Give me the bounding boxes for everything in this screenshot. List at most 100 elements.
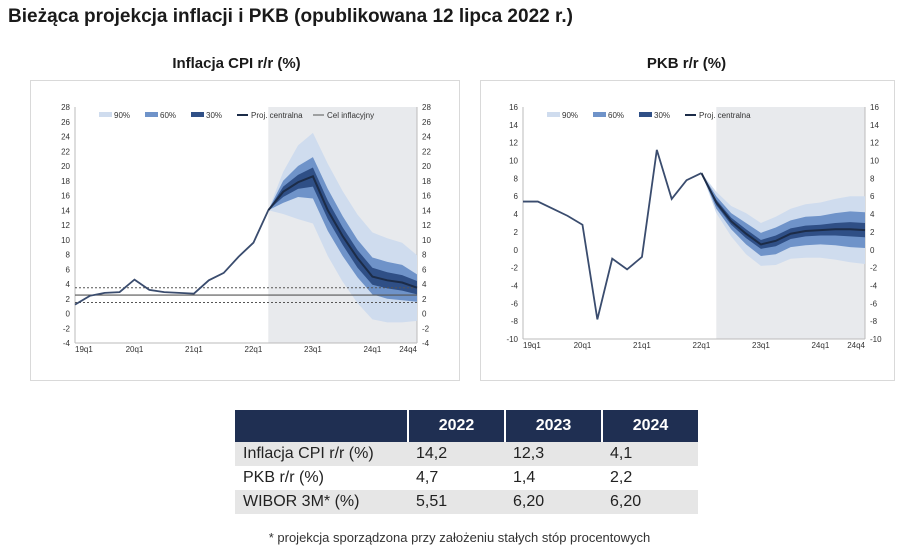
gdp-y-tick-label: -10 bbox=[506, 335, 518, 344]
gdp-x-tick-label: 21q1 bbox=[633, 341, 651, 350]
gdp-y-tick-label-right: 16 bbox=[870, 103, 879, 112]
gdp-y-tick-label: -8 bbox=[511, 317, 519, 326]
inflation-y-tick-label: 10 bbox=[61, 236, 70, 245]
gdp-y-tick-label-right: -4 bbox=[870, 281, 878, 290]
inflation-y-tick-label-right: 26 bbox=[422, 118, 431, 127]
gdp-y-tick-label-right: -6 bbox=[870, 299, 878, 308]
inflation-legend-swatch bbox=[145, 112, 158, 117]
projection-table: 2022 2023 2024 Inflacja CPI r/r (%) 14,2… bbox=[235, 410, 698, 514]
inflation-y-tick-label: 28 bbox=[61, 103, 70, 112]
table-cell: 1,4 bbox=[513, 469, 536, 486]
row-label: WIBOR 3M* (%) bbox=[235, 490, 408, 514]
inflation-legend-label: 60% bbox=[160, 111, 176, 120]
gdp-x-tick-label: 19q1 bbox=[523, 341, 541, 350]
inflation-x-tick-label: 22q1 bbox=[245, 345, 263, 354]
inflation-y-tick-label-right: 22 bbox=[422, 147, 431, 156]
gdp-y-tick-label: 2 bbox=[514, 228, 519, 237]
inflation-y-tick-label-right: 6 bbox=[422, 265, 427, 274]
inflation-band-30 bbox=[268, 167, 417, 295]
inflation-y-tick-label: 26 bbox=[61, 118, 70, 127]
gdp-y-tick-label-right: -2 bbox=[870, 264, 878, 273]
gdp-legend-label: 90% bbox=[562, 111, 578, 120]
page-title: Bieżąca projekcja inflacji i PKB (opubli… bbox=[8, 6, 573, 27]
inflation-x-tick-label: 23q1 bbox=[304, 345, 322, 354]
inflation-y-tick-label: -2 bbox=[63, 324, 71, 333]
inflation-history-line bbox=[74, 209, 270, 306]
gdp-y-tick-label: 4 bbox=[514, 210, 519, 219]
table-header-year: 2022 bbox=[408, 410, 506, 442]
gdp-x-tick-label: 20q1 bbox=[574, 341, 592, 350]
gdp-y-tick-label: 14 bbox=[509, 121, 518, 130]
table-cell: 6,20 bbox=[602, 490, 698, 514]
inflation-chart-panel: 28 28 26 26 24 24 22 22 20 20 18 18 16 16 14 14 12 12 10 10… bbox=[30, 80, 460, 381]
inflation-x-tick-label: 21q1 bbox=[185, 345, 203, 354]
inflation-y-tick-label-right: -4 bbox=[422, 339, 430, 348]
inflation-y-tick-label: 14 bbox=[61, 206, 70, 215]
table-row: PKB r/r (%) 4,7 1,4 2,2 bbox=[235, 466, 698, 490]
footnote: * projekcja sporządzona przy założeniu s… bbox=[268, 530, 651, 545]
gdp-y-tick-label: -4 bbox=[511, 281, 519, 290]
inflation-y-tick-label: 8 bbox=[66, 251, 71, 260]
table-cell: 12,3 bbox=[505, 442, 602, 466]
table-cell: 2,2 bbox=[610, 469, 633, 486]
inflation-legend-label: Proj. centralna bbox=[251, 111, 303, 120]
gdp-chart: 16 16 14 14 12 12 10 10 8 8 6 6 4 4 2 2 0 0 -2 -2 -4 -4 -6 -6 -8… bbox=[506, 103, 882, 350]
gdp-central-projection-line bbox=[700, 172, 866, 246]
inflation-x-tick-label: 24q4 bbox=[399, 345, 417, 354]
inflation-y-tick-label: 4 bbox=[66, 280, 71, 289]
inflation-legend-swatch bbox=[191, 112, 204, 117]
inflation-y-tick-label-right: 16 bbox=[422, 192, 431, 201]
inflation-y-tick-label: 16 bbox=[61, 192, 70, 201]
gdp-y-tick-label-right: 12 bbox=[870, 139, 879, 148]
table-row: WIBOR 3M* (%) 5,51 6,20 6,20 bbox=[235, 490, 698, 514]
gdp-legend-label: 30% bbox=[654, 111, 670, 120]
inflation-y-tick-label-right: 18 bbox=[422, 177, 431, 186]
gdp-y-tick-label-right: 14 bbox=[870, 121, 879, 130]
inflation-y-tick-label: 2 bbox=[66, 295, 71, 304]
row-label: Inflacja CPI r/r (%) bbox=[235, 442, 408, 466]
gdp-y-tick-label-right: 4 bbox=[870, 210, 875, 219]
gdp-y-tick-label: 0 bbox=[514, 246, 519, 255]
inflation-legend-swatch bbox=[99, 112, 112, 117]
inflation-y-tick-label-right: 28 bbox=[422, 103, 431, 112]
gdp-y-tick-label: 6 bbox=[514, 192, 519, 201]
inflation-legend-label: Cel inflacyjny bbox=[327, 111, 374, 120]
inflation-y-tick-label-right: 24 bbox=[422, 133, 431, 142]
chart-title-inflation: Inflacja CPI r/r (%) bbox=[172, 55, 301, 72]
gdp-x-tick-label: 24q4 bbox=[847, 341, 865, 350]
table-cell: 14,2 bbox=[408, 442, 505, 466]
gdp-x-tick-label: 23q1 bbox=[752, 341, 770, 350]
inflation-y-tick-label-right: 14 bbox=[422, 206, 431, 215]
table-row: Inflacja CPI r/r (%) 14,2 12,3 4,1 bbox=[235, 442, 698, 466]
inflation-y-tick-label-right: 0 bbox=[422, 310, 427, 319]
gdp-y-tick-label-right: 2 bbox=[870, 228, 875, 237]
table-cell: 5,51 bbox=[408, 490, 505, 514]
gdp-legend-label: 60% bbox=[608, 111, 624, 120]
inflation-legend-label: 30% bbox=[206, 111, 222, 120]
inflation-x-tick-label: 19q1 bbox=[75, 345, 93, 354]
gdp-y-tick-label: 8 bbox=[514, 174, 519, 183]
inflation-y-tick-label-right: -2 bbox=[422, 324, 430, 333]
gdp-legend-label: Proj. centralna bbox=[699, 111, 751, 120]
table-cell: 4,7 bbox=[416, 469, 439, 486]
inflation-y-tick-label: 6 bbox=[66, 265, 71, 274]
gdp-y-tick-label-right: -10 bbox=[870, 335, 882, 344]
gdp-history-line bbox=[523, 149, 702, 320]
gdp-y-tick-label: -2 bbox=[511, 264, 519, 273]
table-header-empty bbox=[235, 410, 409, 442]
inflation-y-tick-label-right: 8 bbox=[422, 251, 427, 260]
inflation-y-tick-label-right: 20 bbox=[422, 162, 431, 171]
gdp-legend-swatch bbox=[639, 112, 652, 117]
inflation-y-tick-label-right: 12 bbox=[422, 221, 431, 230]
inflation-y-tick-label: 12 bbox=[61, 221, 70, 230]
inflation-y-tick-label: 22 bbox=[61, 147, 70, 156]
inflation-y-tick-label: 24 bbox=[61, 133, 70, 142]
gdp-y-tick-label-right: 6 bbox=[870, 192, 875, 201]
gdp-y-tick-label: 12 bbox=[509, 139, 518, 148]
gdp-chart-panel: 16 16 14 14 12 12 10 10 8 8 6 6 4 4 2 2 0 0 -2 -2 -4 -4 -6 -6 -8… bbox=[480, 80, 895, 381]
inflation-y-tick-label-right: 2 bbox=[422, 295, 427, 304]
gdp-y-tick-label: 10 bbox=[509, 157, 518, 166]
chart-title-gdp: PKB r/r (%) bbox=[646, 55, 727, 72]
inflation-x-tick-label: 24q1 bbox=[363, 345, 381, 354]
